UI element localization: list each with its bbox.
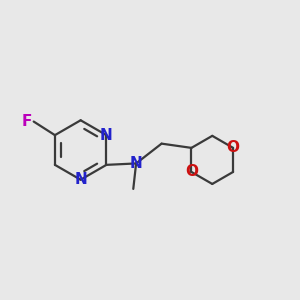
Text: N: N: [130, 156, 142, 171]
Text: F: F: [22, 114, 32, 129]
Text: N: N: [100, 128, 113, 142]
Text: O: O: [185, 164, 198, 179]
Text: O: O: [226, 140, 240, 155]
Text: N: N: [74, 172, 87, 187]
